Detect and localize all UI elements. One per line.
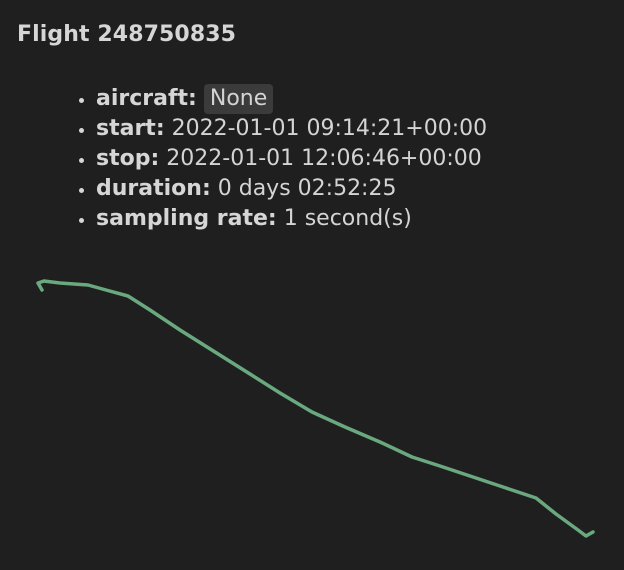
property-start: start: 2022-01-01 09:14:21+00:00 — [96, 114, 487, 144]
aircraft-value-badge: None — [203, 84, 274, 114]
property-key: aircraft: — [96, 86, 197, 111]
start-value: 2022-01-01 09:14:21+00:00 — [171, 116, 488, 141]
property-key: sampling rate: — [96, 206, 277, 231]
property-stop: stop: 2022-01-01 12:06:46+00:00 — [96, 144, 487, 174]
flight-trajectory-line — [36, 279, 595, 538]
property-key: start: — [96, 116, 165, 141]
flight-title: Flight 248750835 — [17, 22, 237, 47]
property-aircraft: aircraft: None — [96, 84, 487, 114]
flight-properties-list: aircraft: None start: 2022-01-01 09:14:2… — [60, 84, 487, 234]
property-sampling-rate: sampling rate: 1 second(s) — [96, 204, 487, 234]
stop-value: 2022-01-01 12:06:46+00:00 — [166, 146, 482, 171]
property-key: duration: — [96, 176, 211, 201]
property-key: stop: — [96, 146, 160, 171]
property-duration: duration: 0 days 02:52:25 — [96, 174, 487, 204]
duration-value: 0 days 02:52:25 — [217, 176, 397, 201]
sampling-rate-value: 1 second(s) — [283, 206, 412, 231]
